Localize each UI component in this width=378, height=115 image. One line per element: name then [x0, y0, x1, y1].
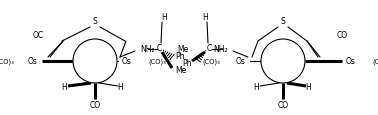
- Text: H: H: [305, 83, 311, 92]
- Text: Os: Os: [236, 57, 246, 66]
- Text: Os: Os: [28, 57, 38, 66]
- Text: S: S: [280, 17, 285, 26]
- Text: H: H: [61, 83, 67, 92]
- Text: C: C: [207, 44, 212, 53]
- Text: (CO)₃: (CO)₃: [0, 58, 14, 65]
- Text: Ph: Ph: [175, 52, 184, 61]
- Text: S: S: [93, 17, 98, 26]
- Circle shape: [73, 40, 117, 83]
- Text: NH₂: NH₂: [140, 45, 155, 54]
- Circle shape: [261, 40, 305, 83]
- Text: NH₂: NH₂: [213, 45, 228, 54]
- Text: H: H: [202, 13, 208, 22]
- Text: (CO)₃: (CO)₃: [202, 58, 220, 65]
- Text: (CO)₃: (CO)₃: [372, 58, 378, 65]
- Text: Ph: Ph: [183, 59, 192, 68]
- Text: Os: Os: [278, 57, 288, 66]
- Text: Os: Os: [122, 57, 132, 66]
- Text: H: H: [117, 83, 123, 92]
- Text: Me: Me: [177, 45, 188, 54]
- Text: Os: Os: [90, 57, 100, 66]
- Text: CO: CO: [277, 101, 288, 110]
- Text: CO: CO: [336, 31, 347, 40]
- Text: Me: Me: [175, 66, 186, 75]
- Text: H: H: [253, 83, 259, 92]
- Text: C: C: [157, 44, 162, 53]
- Text: Os: Os: [346, 57, 356, 66]
- Text: H: H: [161, 13, 167, 22]
- Text: (CO)₃: (CO)₃: [148, 58, 166, 65]
- Text: OC: OC: [33, 31, 43, 40]
- Text: CO: CO: [90, 101, 101, 110]
